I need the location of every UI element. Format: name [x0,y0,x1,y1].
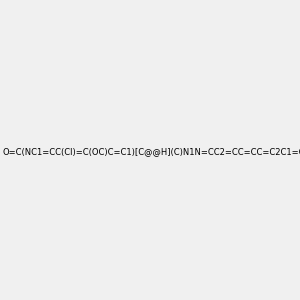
Text: O=C(NC1=CC(Cl)=C(OC)C=C1)[C@@H](C)N1N=CC2=CC=CC=C2C1=O: O=C(NC1=CC(Cl)=C(OC)C=C1)[C@@H](C)N1N=CC… [2,147,300,156]
